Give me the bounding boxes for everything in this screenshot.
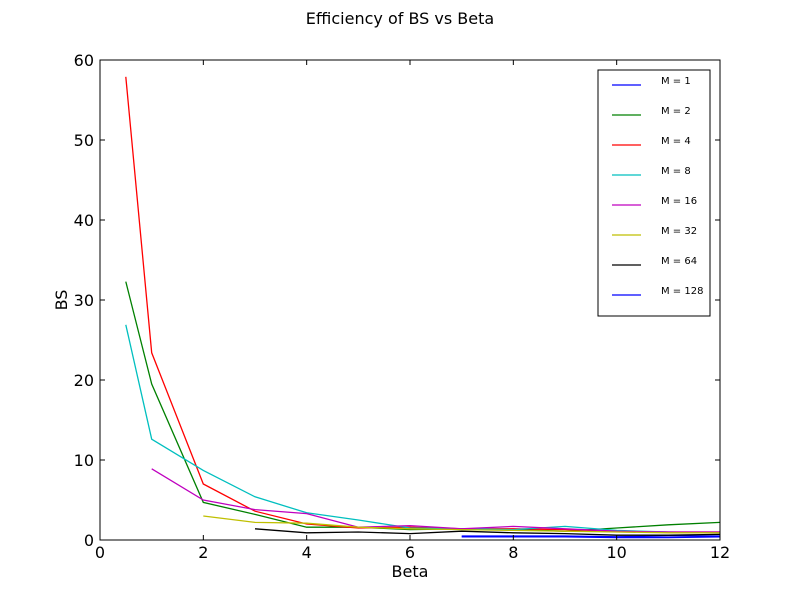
x-tick-label: 6 — [405, 543, 415, 562]
x-tick-label: 10 — [606, 543, 626, 562]
y-tick-label: 60 — [74, 51, 94, 70]
legend-label: M = 128 — [661, 286, 703, 297]
y-axis-label: BS — [52, 290, 71, 311]
x-tick-label: 2 — [198, 543, 208, 562]
y-tick-label: 40 — [74, 211, 94, 230]
y-tick-label: 50 — [74, 131, 94, 150]
legend-frame — [597, 69, 711, 317]
x-axis-label: Beta — [392, 562, 429, 581]
y-tick-label: 0 — [84, 531, 94, 550]
x-tick-label: 12 — [710, 543, 730, 562]
legend-label: M = 8 — [661, 166, 691, 177]
legend-label: M = 4 — [661, 136, 691, 147]
chart-title: Efficiency of BS vs Beta — [306, 9, 494, 28]
legend-label: M = 16 — [661, 196, 697, 207]
legend-label: M = 2 — [661, 106, 691, 117]
series-line-1 — [461, 535, 720, 538]
y-tick-label: 20 — [74, 371, 94, 390]
y-tick-label: 10 — [74, 451, 94, 470]
series-line-6 — [203, 515, 720, 534]
series-line-4 — [125, 324, 721, 534]
series-line-8 — [461, 536, 721, 539]
ticks-layer: 0 2 4 6 8 10 12 0 10 20 30 40 50 60 — [74, 51, 731, 562]
x-tick-label: 4 — [302, 543, 312, 562]
y-tick-label: 30 — [74, 291, 94, 310]
series-layer — [125, 76, 721, 539]
legend: M = 1 M = 2 M = 4 M = 8 M = 16 M = 32 M = 64 M … — [597, 69, 711, 317]
x-tick-label: 0 — [95, 543, 105, 562]
x-tick-label: 8 — [508, 543, 518, 562]
series-line-5 — [151, 468, 720, 533]
legend-label: M = 32 — [661, 226, 697, 237]
legend-label: M = 64 — [661, 256, 697, 267]
legend-label: M = 1 — [661, 76, 691, 87]
series-line-7 — [254, 528, 721, 536]
series-line-2 — [125, 281, 721, 532]
